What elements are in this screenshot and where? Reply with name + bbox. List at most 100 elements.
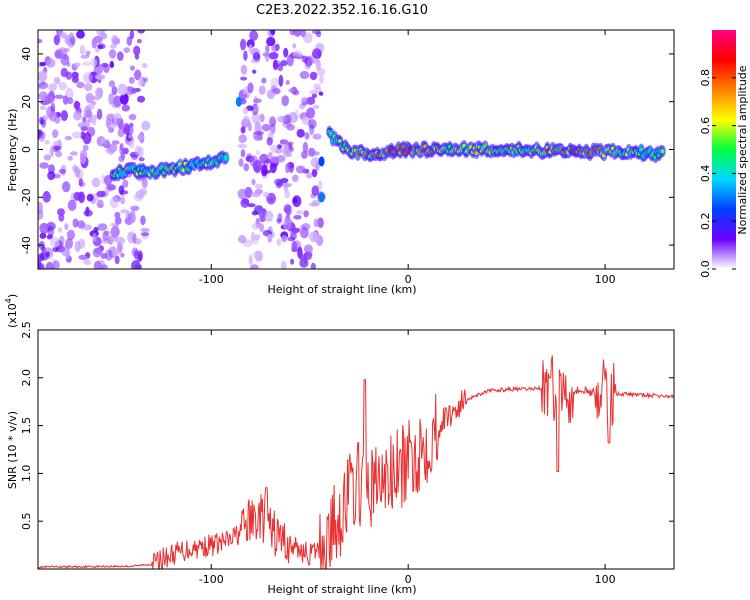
- noise-speckle: [58, 214, 65, 222]
- noise-speckle: [296, 210, 303, 215]
- noise-speckle: [96, 199, 104, 209]
- noise-speckle: [111, 140, 120, 146]
- noise-speckle: [108, 49, 117, 59]
- svg-text:(x104): (x104): [4, 294, 19, 328]
- snr-series-line: [37, 355, 675, 571]
- noise-speckle: [71, 71, 79, 80]
- noise-speckle: [250, 58, 261, 64]
- noise-speckle: [129, 30, 135, 40]
- noise-speckle: [116, 249, 121, 256]
- noise-speckle: [269, 161, 277, 174]
- noise-speckle: [258, 209, 265, 220]
- noise-speckle: [74, 62, 81, 67]
- colorbar-tick-label: 0.8: [699, 69, 712, 87]
- noise-speckle: [259, 223, 264, 233]
- noise-speckle: [268, 52, 279, 60]
- signal-core: [224, 155, 229, 160]
- noise-speckle: [46, 221, 56, 231]
- noise-speckle: [254, 189, 264, 194]
- noise-speckle: [141, 120, 151, 131]
- noise-speckle: [140, 215, 146, 226]
- noise-speckle: [316, 67, 326, 77]
- noise-speckle: [130, 212, 136, 223]
- snr-y-scale-label: (x104): [4, 294, 19, 328]
- noise-speckle: [80, 54, 90, 59]
- noise-speckle: [237, 143, 248, 149]
- noise-speckle: [307, 147, 316, 157]
- noise-speckle: [71, 131, 82, 139]
- spectrogram-cells: [38, 30, 666, 269]
- colorbar-gradient: [712, 30, 736, 269]
- noise-speckle: [114, 255, 120, 265]
- noise-speckle: [238, 134, 247, 144]
- noise-speckle: [302, 141, 309, 154]
- noise-speckle: [131, 154, 138, 161]
- noise-speckle: [54, 94, 64, 100]
- y-tick-label: 1.0: [20, 465, 33, 483]
- noise-speckle: [312, 48, 322, 59]
- spectrogram-x-axis-label: Height of straight line (km): [267, 283, 416, 296]
- noise-speckle: [285, 163, 290, 174]
- noise-speckle: [296, 128, 305, 138]
- noise-speckle: [285, 80, 290, 85]
- noise-speckle: [85, 120, 91, 129]
- colorbar-label: Normalized spectral amplitude: [736, 65, 749, 234]
- noise-speckle: [39, 232, 47, 239]
- noise-speckle: [299, 227, 309, 239]
- signal-blob: [318, 156, 325, 167]
- noise-speckle: [301, 55, 308, 63]
- noise-speckle: [82, 61, 92, 66]
- noise-speckle: [308, 202, 319, 207]
- noise-speckle: [100, 252, 108, 259]
- noise-speckle: [240, 76, 248, 81]
- noise-speckle: [38, 201, 44, 214]
- noise-speckle: [306, 96, 316, 105]
- noise-speckle: [292, 50, 303, 57]
- noise-speckle: [130, 205, 140, 211]
- noise-speckle: [44, 140, 50, 145]
- noise-speckle: [105, 147, 115, 154]
- noise-speckle: [246, 39, 255, 49]
- noise-speckle: [50, 102, 56, 115]
- noise-speckle: [303, 210, 309, 218]
- noise-speckle: [267, 233, 273, 243]
- noise-speckle: [299, 251, 304, 261]
- noise-speckle: [266, 89, 276, 100]
- noise-speckle: [45, 93, 56, 104]
- noise-speckle: [67, 199, 77, 211]
- spectrogram-y-axis-label: Frequency (Hz): [6, 109, 19, 192]
- noise-speckle: [77, 122, 87, 128]
- noise-speckle: [311, 185, 320, 196]
- snr-ticks: -100 0 100 0.5 1.0 1.5 2.0 2.5: [20, 321, 674, 586]
- x-tick-label: -100: [199, 273, 224, 286]
- noise-speckle: [247, 82, 254, 94]
- noise-speckle: [65, 248, 71, 260]
- noise-speckle: [67, 155, 73, 161]
- noise-speckle: [259, 153, 269, 164]
- noise-speckle: [264, 50, 270, 63]
- noise-speckle: [282, 218, 292, 230]
- noise-speckle: [121, 104, 130, 112]
- noise-speckle: [127, 231, 135, 244]
- noise-speckle: [52, 246, 59, 253]
- noise-speckle: [129, 122, 134, 128]
- noise-speckle: [242, 115, 251, 128]
- noise-speckle: [247, 203, 256, 208]
- noise-speckle: [93, 36, 103, 44]
- noise-speckle: [301, 150, 308, 159]
- noise-speckle: [250, 264, 259, 269]
- noise-speckle: [270, 122, 276, 135]
- noise-speckle: [303, 32, 313, 44]
- noise-speckle: [119, 142, 124, 152]
- noise-speckle: [242, 198, 250, 205]
- noise-speckle: [300, 30, 306, 38]
- noise-speckle: [120, 209, 130, 214]
- noise-speckle: [104, 230, 111, 236]
- noise-speckle: [277, 213, 283, 223]
- noise-speckle: [46, 234, 53, 240]
- noise-speckle: [39, 105, 47, 111]
- snr-y-scale-base: (x10: [6, 303, 19, 328]
- noise-speckle: [281, 235, 288, 243]
- noise-speckle: [52, 260, 60, 269]
- noise-speckle: [306, 172, 313, 179]
